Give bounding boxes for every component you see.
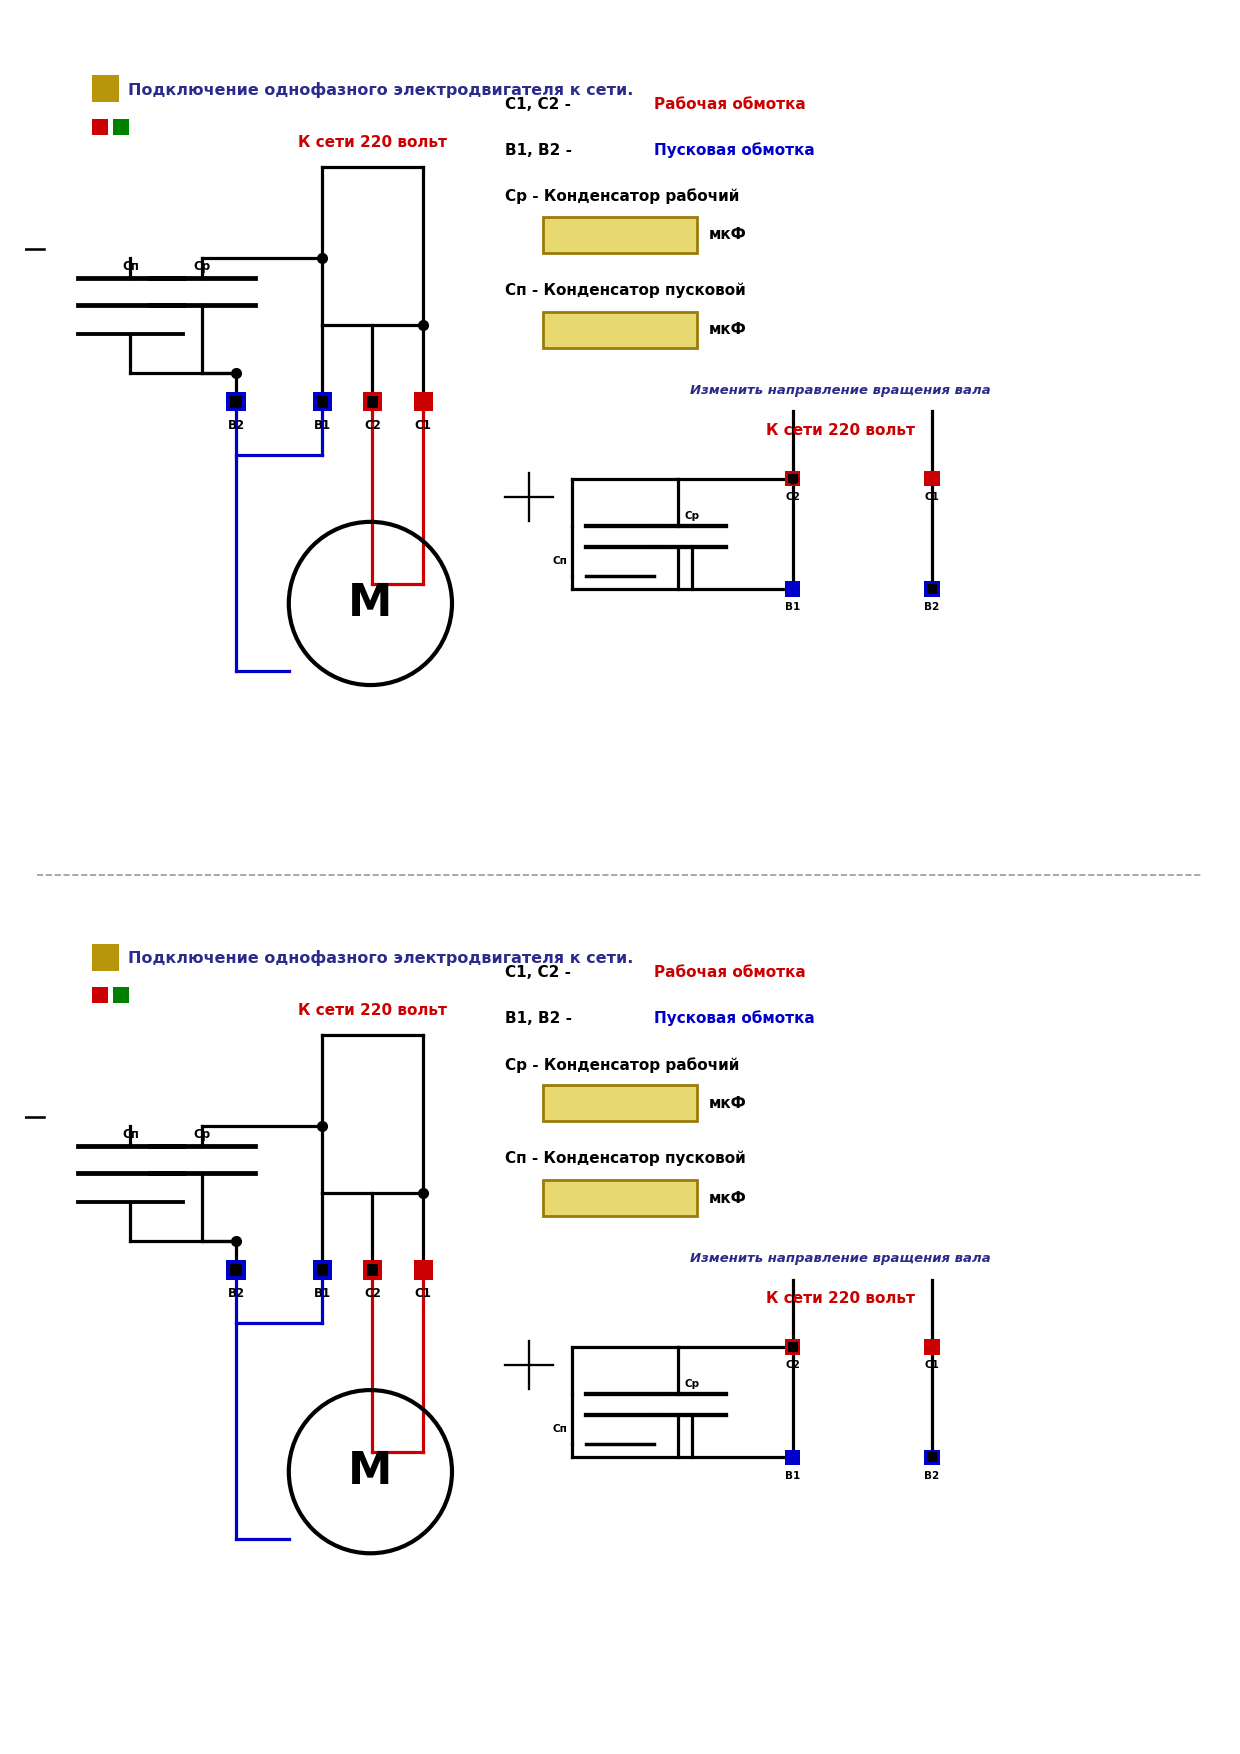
Text: Сп - Конденсатор пусковой: Сп - Конденсатор пусковой	[505, 1151, 745, 1166]
Text: С1: С1	[414, 419, 432, 431]
Bar	[227, 393, 246, 412]
Bar	[928, 584, 936, 595]
Bar	[543, 216, 697, 253]
Text: Подключение однофазного электродвигателя к сети.: Подключение однофазного электродвигателя…	[129, 951, 634, 966]
Text: мкФ: мкФ	[708, 1096, 746, 1110]
Bar	[785, 1340, 801, 1354]
Bar	[312, 393, 332, 412]
Bar	[316, 1265, 329, 1275]
Bar	[787, 474, 797, 484]
Bar	[227, 1261, 246, 1280]
Text: Сп: Сп	[552, 556, 567, 567]
Text: С2: С2	[363, 419, 381, 431]
Bar	[785, 1449, 801, 1465]
Text: Рабочая обмотка: Рабочая обмотка	[653, 96, 805, 112]
Bar	[543, 1084, 697, 1121]
Text: Рабочая обмотка: Рабочая обмотка	[653, 965, 805, 980]
Bar	[92, 988, 108, 1003]
Text: Пусковая обмотка: Пусковая обмотка	[653, 1010, 815, 1026]
Text: Сп: Сп	[552, 1424, 567, 1435]
Bar	[92, 119, 108, 135]
Text: С2: С2	[363, 1287, 381, 1300]
Text: С1, С2 -: С1, С2 -	[505, 965, 577, 980]
Bar	[924, 1449, 940, 1465]
Text: Сп - Конденсатор пусковой: Сп - Конденсатор пусковой	[505, 282, 745, 298]
Bar	[231, 1265, 242, 1275]
Text: В2: В2	[924, 602, 940, 612]
Bar	[787, 1342, 797, 1352]
Text: Ср: Ср	[684, 1379, 699, 1389]
Text: К сети 220 вольт: К сети 220 вольт	[766, 423, 915, 438]
Text: Ср - Конденсатор рабочий: Ср - Конденсатор рабочий	[505, 188, 739, 203]
Text: С2: С2	[785, 493, 800, 502]
Bar	[543, 1180, 697, 1216]
Text: К сети 220 вольт: К сети 220 вольт	[298, 135, 446, 151]
Bar	[363, 1261, 382, 1280]
Text: В1, В2 -: В1, В2 -	[505, 1010, 577, 1026]
Bar	[785, 472, 801, 486]
Text: В1: В1	[785, 1470, 801, 1480]
Bar	[414, 393, 433, 412]
Bar	[367, 1265, 378, 1275]
Text: С1: С1	[414, 1287, 432, 1300]
Text: Сп: Сп	[122, 260, 139, 274]
Text: В1: В1	[314, 419, 331, 431]
Text: M: M	[348, 1451, 393, 1493]
Text: Сп: Сп	[122, 1128, 139, 1142]
Text: мкФ: мкФ	[708, 323, 746, 337]
Bar	[92, 944, 119, 970]
Text: Пусковая обмотка: Пусковая обмотка	[653, 142, 815, 158]
Bar	[231, 396, 242, 407]
Text: Ср: Ср	[193, 1128, 211, 1142]
Text: В1: В1	[785, 602, 801, 612]
Bar	[92, 75, 119, 102]
Text: Ср: Ср	[684, 510, 699, 521]
Text: В1: В1	[314, 1287, 331, 1300]
Bar	[367, 396, 378, 407]
Bar	[312, 1261, 332, 1280]
Bar	[924, 581, 940, 596]
Bar	[363, 393, 382, 412]
Text: К сети 220 вольт: К сети 220 вольт	[766, 1291, 915, 1307]
Text: С1: С1	[925, 1361, 940, 1370]
Text: Изменить направление вращения вала: Изменить направление вращения вала	[691, 1252, 991, 1265]
Text: В1, В2 -: В1, В2 -	[505, 142, 577, 158]
Text: Ср - Конденсатор рабочий: Ср - Конденсатор рабочий	[505, 1056, 739, 1072]
Text: К сети 220 вольт: К сети 220 вольт	[298, 1003, 446, 1019]
Bar	[924, 472, 940, 486]
Text: В2: В2	[227, 419, 244, 431]
Bar	[785, 581, 801, 596]
Bar	[924, 1340, 940, 1354]
Bar	[113, 119, 129, 135]
Text: мкФ: мкФ	[708, 1191, 746, 1205]
Bar	[414, 1261, 433, 1280]
Text: Подключение однофазного электродвигателя к сети.: Подключение однофазного электродвигателя…	[129, 82, 634, 98]
Bar	[928, 1452, 936, 1463]
Bar	[543, 312, 697, 347]
Text: С2: С2	[785, 1361, 800, 1370]
Text: С1, С2 -: С1, С2 -	[505, 96, 577, 112]
Text: Ср: Ср	[193, 260, 211, 274]
Text: Изменить направление вращения вала: Изменить направление вращения вала	[691, 384, 991, 396]
Text: M: M	[348, 582, 393, 624]
Bar	[113, 988, 129, 1003]
Text: В2: В2	[227, 1287, 244, 1300]
Text: С1: С1	[925, 493, 940, 502]
Text: мкФ: мкФ	[708, 228, 746, 242]
Bar	[316, 396, 329, 407]
Text: В2: В2	[924, 1470, 940, 1480]
